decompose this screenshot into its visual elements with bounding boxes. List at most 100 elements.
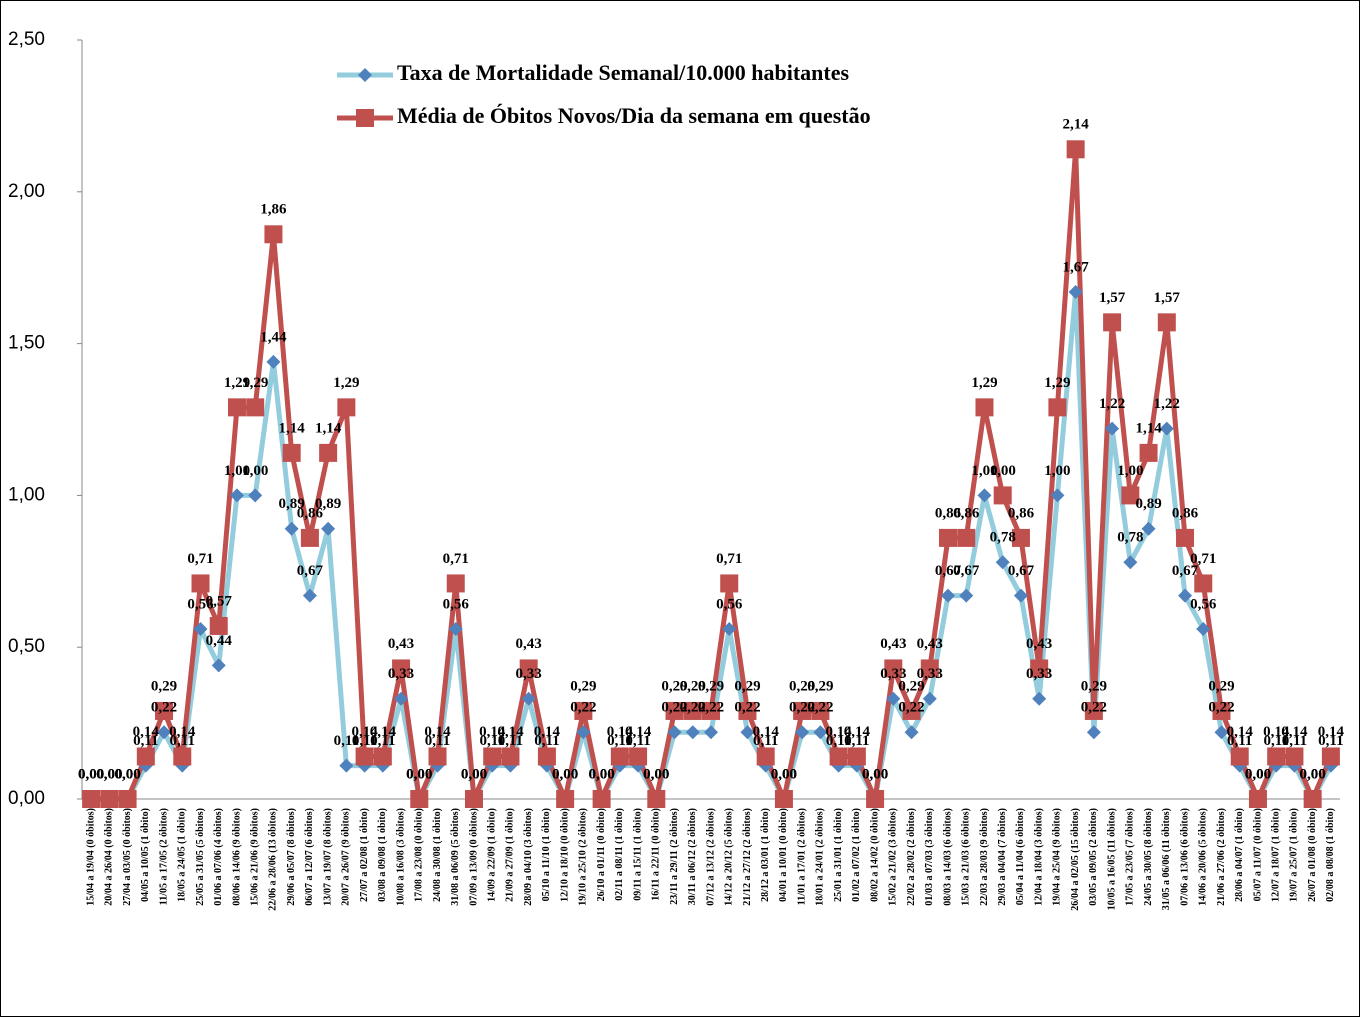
marker — [209, 616, 228, 635]
marker — [1194, 574, 1213, 593]
data-label: 0,14 — [825, 724, 852, 740]
data-label: 0,00 — [862, 766, 888, 782]
marker — [957, 528, 976, 547]
marker — [229, 488, 244, 503]
data-label: 0,29 — [570, 678, 596, 694]
marker — [394, 691, 409, 706]
x-tick-label: 09/11 a 15/11 (1 óbito) — [632, 808, 643, 901]
marker — [100, 790, 119, 808]
data-label: 0,00 — [1300, 766, 1326, 782]
data-label: 0,67 — [935, 563, 962, 579]
data-label: 0,11 — [334, 733, 359, 749]
x-tick-label: 05/10 a 11/10 (1 óbito) — [541, 808, 552, 901]
marker — [446, 574, 465, 593]
marker — [501, 747, 520, 766]
data-label: 0,00 — [461, 766, 487, 782]
marker — [410, 790, 429, 808]
x-tick-label: 19/07 a 25/07 (1 óbito) — [1289, 808, 1300, 902]
data-label: 1,14 — [279, 420, 306, 436]
marker — [155, 701, 174, 720]
marker — [1066, 140, 1085, 159]
marker — [1032, 691, 1047, 706]
marker — [685, 725, 700, 740]
legend-label: Média de Óbitos Novos/Dia da semana em q… — [397, 103, 871, 128]
x-tick-label: 07/12 a 13/12 (2 óbitos) — [705, 808, 716, 906]
data-label: 0,43 — [880, 636, 906, 652]
data-label: 0,29 — [734, 678, 760, 694]
legend-label: Taxa de Mortalidade Semanal/10.000 habit… — [397, 60, 849, 85]
marker — [793, 701, 812, 720]
marker — [302, 588, 317, 603]
x-tick-label: 14/09 a 22/09 (1 óbito) — [487, 808, 498, 902]
data-label: 0,14 — [479, 724, 506, 740]
marker — [266, 354, 281, 369]
data-label: 0,56 — [716, 596, 743, 612]
x-tick-label: 07/06 a 13/06 (6 óbitos) — [1179, 808, 1190, 906]
marker — [576, 725, 591, 740]
marker — [665, 701, 684, 720]
data-label: 0,22 — [698, 700, 724, 716]
marker — [1030, 659, 1049, 678]
marker — [1011, 528, 1030, 547]
data-label: 0,33 — [917, 666, 943, 682]
x-tick-label: 26/04 a 02/05 (15 óbitos) — [1070, 808, 1081, 911]
marker — [1013, 588, 1028, 603]
data-label: 1,57 — [1099, 290, 1126, 306]
data-label: 1,00 — [224, 463, 250, 479]
data-label: 0,86 — [1172, 505, 1199, 521]
data-label: 1,67 — [1063, 259, 1090, 275]
data-label: 0,22 — [570, 700, 596, 716]
data-label: 0,14 — [1318, 724, 1345, 740]
marker — [1103, 313, 1122, 332]
x-tick-label: 21/12 a 27/12 (2 óbitos) — [742, 808, 753, 906]
x-tick-label: 17/08 a 23/08 (0 óbito) — [414, 808, 425, 902]
marker — [847, 747, 866, 766]
marker — [1248, 790, 1267, 808]
y-tick-label: 2,50 — [8, 29, 45, 50]
marker — [392, 659, 411, 678]
data-label: 0,56 — [443, 596, 470, 612]
marker — [647, 790, 666, 808]
data-label: 0,14 — [534, 724, 561, 740]
data-label: 0,67 — [1172, 563, 1199, 579]
data-label: 0,14 — [351, 724, 378, 740]
data-label: 0,22 — [789, 700, 815, 716]
marker — [118, 790, 137, 808]
data-label: 0,71 — [1190, 551, 1216, 567]
x-tick-label: 02/11 a 08/11 (1 óbito) — [614, 808, 625, 901]
data-label: 0,22 — [680, 700, 706, 716]
x-tick-label: 14/12 a 20/12 (5 óbitos) — [724, 808, 735, 906]
data-label: 0,14 — [1281, 724, 1308, 740]
marker — [519, 659, 538, 678]
data-label: 0,00 — [552, 766, 578, 782]
data-label: 1,29 — [224, 375, 250, 391]
marker — [82, 790, 101, 808]
marker — [1139, 443, 1158, 462]
marker — [756, 747, 775, 766]
x-tick-label: 02/08 a 08/08 (1 óbito) — [1325, 808, 1336, 902]
data-label: 0,00 — [114, 766, 140, 782]
y-tick-label: 1,00 — [8, 484, 45, 505]
data-label: 0,11 — [844, 733, 869, 749]
data-label: 0,00 — [461, 766, 487, 782]
x-tick-label: 12/04 a 18/04 (3 óbitos) — [1033, 808, 1044, 906]
marker — [941, 588, 956, 603]
x-tick-label: 22/03 a 28/03 (9 óbitos) — [979, 808, 990, 906]
marker — [537, 747, 556, 766]
marker — [629, 747, 648, 766]
marker — [1048, 398, 1067, 417]
data-label: 0,00 — [862, 766, 888, 782]
marker — [1123, 555, 1138, 570]
x-tick-label: 28/12 a 03/01 (1 óbito) — [760, 808, 771, 902]
marker — [977, 488, 992, 503]
marker — [959, 588, 974, 603]
data-label: 0,11 — [1263, 733, 1288, 749]
data-label: 0,11 — [625, 733, 650, 749]
data-label: 0,89 — [1135, 496, 1161, 512]
data-label: 0,29 — [898, 678, 924, 694]
marker — [1141, 521, 1156, 536]
x-tick-label: 12/10 a 18/10 (0 óbito) — [559, 808, 570, 902]
x-tick-label: 31/05 a 06/06 (11 óbitos) — [1161, 808, 1172, 910]
marker — [1086, 725, 1101, 740]
data-label: 0,14 — [844, 724, 871, 740]
